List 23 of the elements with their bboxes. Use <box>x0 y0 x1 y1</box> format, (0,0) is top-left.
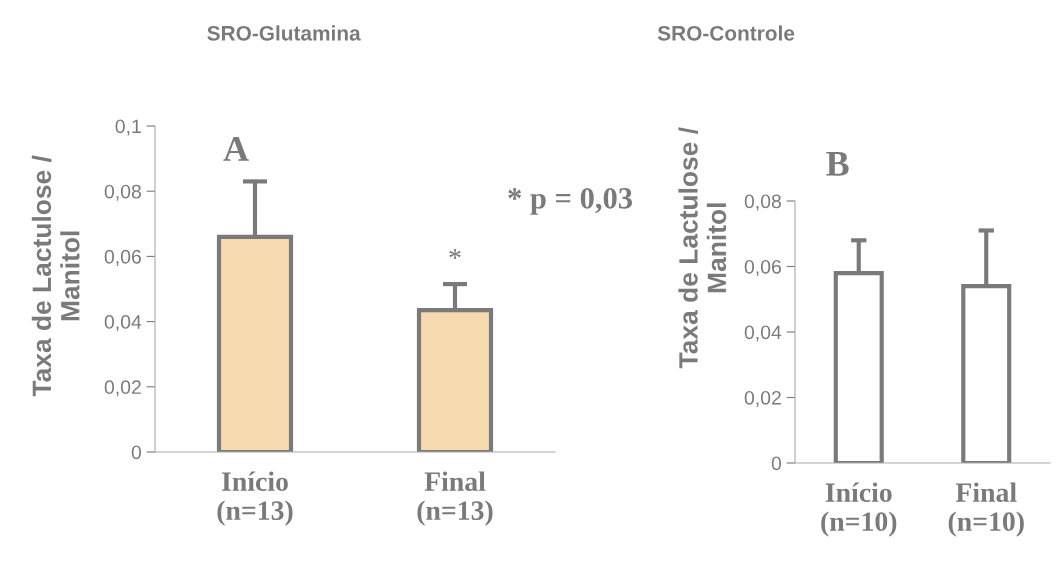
y-tick-label: 0,1 <box>115 119 141 136</box>
x-tick-label: Início (n=10) <box>821 482 897 537</box>
x-tick-label: Final (n=13) <box>417 471 493 526</box>
y-tick-label: 0,06 <box>104 249 141 266</box>
y-tick-label: 0 <box>131 445 142 460</box>
y-tick-label: 0,06 <box>744 259 781 277</box>
chart-title: SRO-Glutamina <box>207 25 361 41</box>
y-tick-label: 0,02 <box>744 390 781 408</box>
y-tick-label: 0,02 <box>104 380 141 397</box>
annotation: A <box>223 136 249 161</box>
y-tick-label: 0 <box>771 456 782 471</box>
y-tick-label: 0,08 <box>744 194 781 211</box>
y-tick-label: 0,04 <box>104 315 142 332</box>
annotation: * p = 0,03 <box>508 188 633 215</box>
x-tick-label: Final (n=10) <box>948 482 1024 537</box>
text: B <box>826 151 849 176</box>
y-tick-label: 0,08 <box>104 184 141 201</box>
annotation: * <box>449 248 461 260</box>
y-axis-title: Taxa de Lactulose / Manitol <box>31 155 80 397</box>
chart-title: SRO-Controle <box>657 25 795 41</box>
y-axis-title: Taxa de Lactulose / Manitol <box>678 127 727 369</box>
y-tick-label: 0,04 <box>744 325 782 342</box>
x-tick-label: Início (n=13) <box>217 471 293 526</box>
